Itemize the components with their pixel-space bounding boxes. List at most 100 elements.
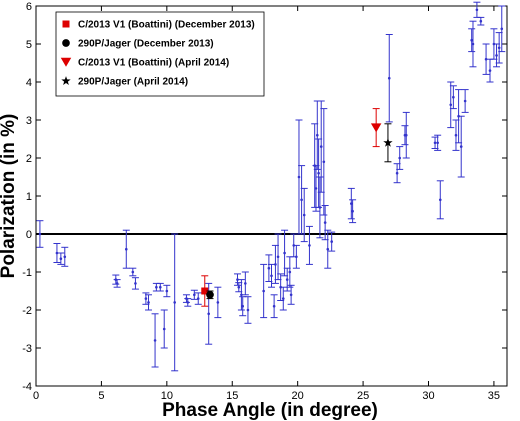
data-point [237,285,241,289]
data-point [383,137,393,147]
data-point [289,293,293,297]
data-point [131,270,135,274]
data-point [295,255,298,259]
data-point [193,293,196,297]
y-tick-label: 5 [26,39,32,51]
data-point [449,103,453,107]
data-point [274,263,277,266]
data-point [308,244,311,247]
x-tick-label: 35 [488,390,500,402]
y-axis-title: Polarization (in %) [0,114,19,279]
data-point [500,27,504,31]
data-point [236,278,239,281]
x-tick-label: 0 [33,390,39,402]
y-tick-label: 0 [26,229,32,241]
data-point [323,221,327,224]
data-point [317,171,320,175]
data-point [38,232,42,236]
data-point [452,95,455,99]
data-point [201,287,209,295]
y-tick-label: 3 [26,115,32,127]
data-point [475,8,479,12]
data-point [153,339,157,342]
data-point [162,327,166,331]
legend-entry: C/2013 V1 (Boattini) (April 2014) [60,57,229,69]
data-point [144,297,148,300]
legend-label: C/2013 V1 (Boattini) (April 2014) [78,58,229,69]
series-2 [206,290,214,300]
data-point [270,274,273,278]
data-point [155,285,158,289]
data-point [463,99,467,103]
data-point [59,257,63,261]
data-point [267,266,271,270]
y-tick-label: 4 [26,77,32,89]
legend: C/2013 V1 (Boattini) (December 2013) 290P… [55,11,265,97]
legend-label: 290P/Jager (April 2014) [78,77,188,88]
data-point [246,308,250,312]
legend-label: 290P/Jager (December 2013) [78,39,214,50]
data-point [398,156,402,160]
data-point [281,297,285,300]
data-point [495,54,498,57]
y-tick-label: 6 [26,1,32,13]
data-point [436,141,439,145]
data-point [55,251,59,255]
x-tick-label: 15 [226,390,238,402]
legend-marker [62,39,70,47]
data-point [318,206,322,209]
y-tick-label: -2 [22,305,32,317]
data-point [300,198,303,202]
data-point [370,123,382,133]
data-point [302,213,306,217]
legend-entry: 290P/Jager (December 2013) [62,39,214,50]
y-tick-label: 1 [26,191,32,203]
data-point [283,251,286,255]
data-point [459,145,463,148]
data-point [438,198,442,202]
series-0 [36,1,506,372]
data-point [285,278,289,281]
series-3 [370,108,382,148]
data-point [319,145,323,148]
legend-entry: 290P/Jager (April 2014) [61,76,188,88]
y-tick-label: -4 [22,381,32,393]
data-point [241,304,245,308]
data-point [387,76,391,80]
x-tick-label: 30 [422,390,434,402]
data-point [395,171,399,175]
x-tick-label: 25 [357,390,369,402]
data-point [262,289,265,293]
data-point [330,240,333,243]
data-point [454,133,458,137]
data-point [134,282,137,285]
data-point [147,301,150,304]
data-point [196,297,200,300]
data-point [272,304,276,308]
data-point [488,69,492,72]
data-point [479,19,483,23]
series-4 [383,123,393,163]
data-point [297,175,301,179]
data-point [314,187,318,190]
data-point [433,141,437,145]
data-point [288,270,292,274]
legend-marker [61,76,71,85]
data-point [186,301,190,304]
data-point [240,293,243,297]
data-point [315,133,319,137]
legend-marker [62,20,70,28]
data-point [471,42,475,46]
legend-marker [60,57,72,67]
data-point [63,255,67,259]
data-point [351,209,354,213]
x-tick-label: 10 [161,390,173,402]
data-marks [36,1,506,372]
data-point [206,290,214,299]
data-point [322,160,326,164]
data-point [207,312,210,316]
legend-box [55,11,265,97]
data-point [404,133,408,137]
data-point [244,282,247,285]
y-tick-label: 2 [26,153,32,165]
